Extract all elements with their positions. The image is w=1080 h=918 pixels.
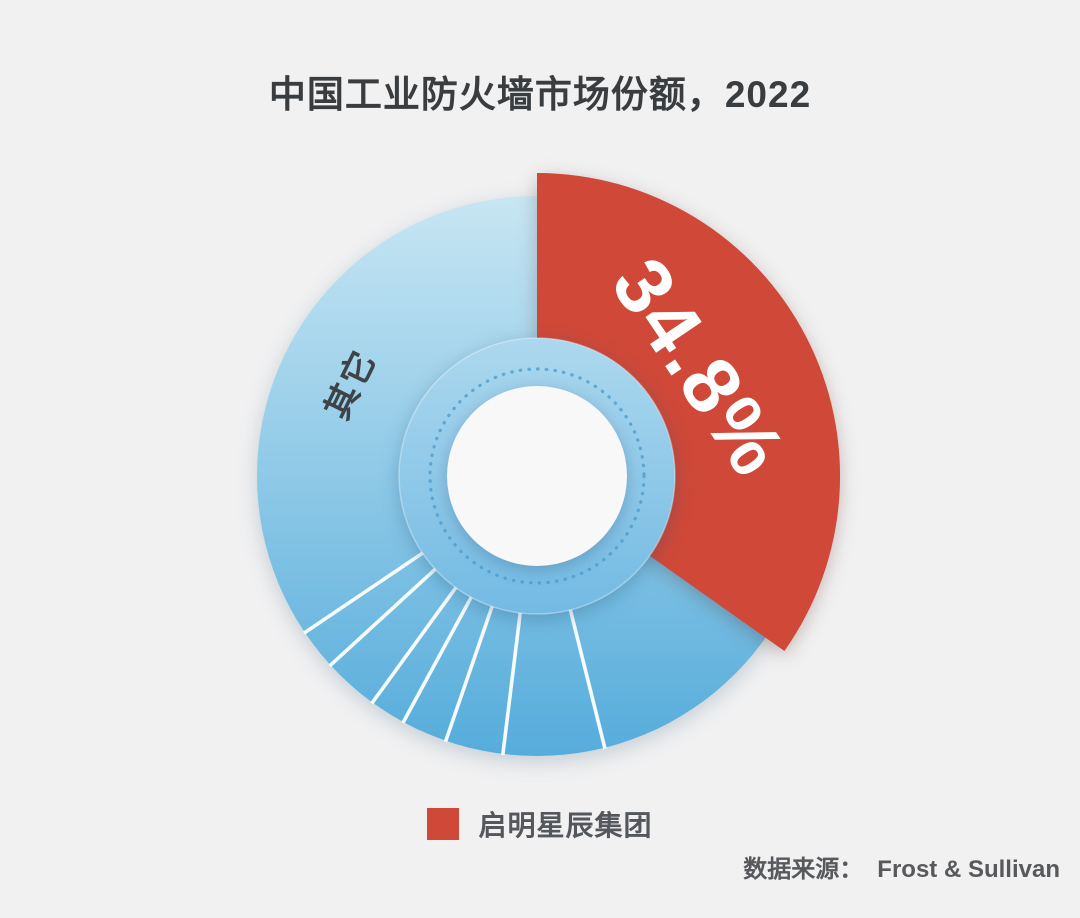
slice-divider-line (567, 605, 607, 750)
slice-divider-line (302, 549, 427, 635)
slice-divider-line (328, 565, 440, 668)
slice-divider-line (443, 602, 496, 743)
slice-divider-line (501, 608, 523, 756)
slice-divider-line (370, 583, 460, 705)
data-source: 数据来源： Frost & Sullivan (743, 849, 1060, 884)
chart-title: 中国工业防火墙市场份额，2022 (268, 74, 812, 115)
dotted-ring (428, 367, 646, 585)
data-source-prefix: 数据来源： (743, 856, 864, 883)
slice-divider-line (401, 592, 475, 724)
slice-dividers (302, 549, 607, 756)
legend-label: 启明星辰集团 (478, 810, 653, 841)
venustech-slice (537, 173, 841, 651)
donut-hole (447, 386, 627, 566)
legend-swatch-red (427, 808, 460, 840)
data-source-name: Frost & Sullivan (877, 856, 1060, 883)
legend: 启明星辰集团 (0, 804, 1080, 844)
